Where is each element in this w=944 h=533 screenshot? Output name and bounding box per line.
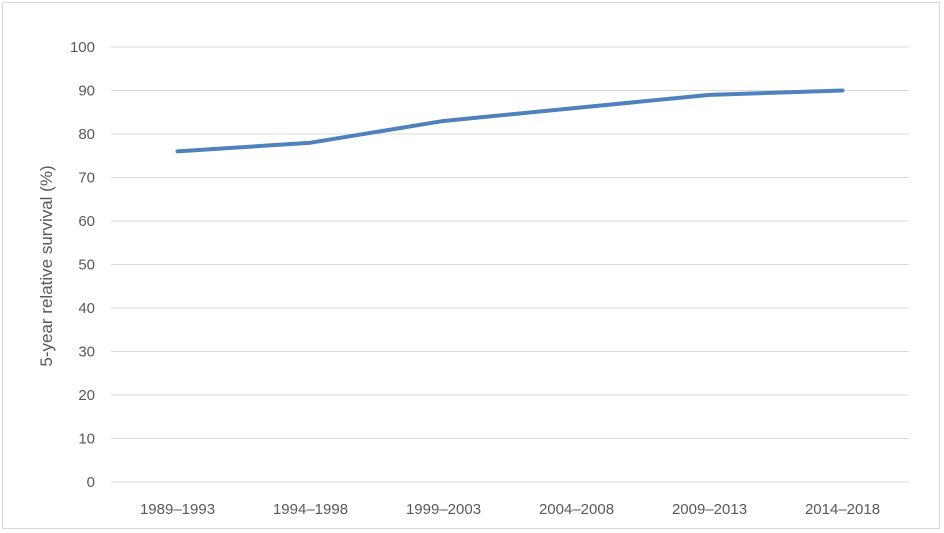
x-tick-labels: 1989–1993 1994–1998 1999–2003 2004–2008 2009… [140, 501, 880, 518]
x-tick-label: 2004–2008 [539, 501, 614, 518]
x-tick-label: 1989–1993 [140, 501, 215, 518]
gridlines [111, 46, 909, 483]
y-tick-label: 50 [78, 257, 95, 274]
y-tick-label: 70 [78, 170, 95, 187]
x-tick-label: 1999–2003 [406, 501, 481, 518]
series-lines [175, 88, 845, 154]
y-tick-label: 0 [87, 474, 95, 491]
y-axis-title: 5-year relative survival (%) [37, 165, 56, 366]
y-tick-label: 10 [78, 431, 95, 448]
y-tick-label: 20 [78, 387, 95, 404]
y-tick-label: 80 [78, 126, 95, 143]
y-tick-label: 40 [78, 300, 95, 317]
x-tick-label: 2009–2013 [672, 501, 747, 518]
y-tick-label: 90 [78, 83, 95, 100]
y-tick-labels: 0 10 20 30 40 50 60 70 80 90 100 [70, 39, 95, 491]
x-tick-label: 1994–1998 [273, 501, 348, 518]
y-tick-label: 30 [78, 344, 95, 361]
x-tick-label: 2014–2018 [805, 501, 880, 518]
series-line [175, 88, 845, 154]
y-tick-label: 60 [78, 213, 95, 230]
y-tick-label: 100 [70, 39, 95, 56]
